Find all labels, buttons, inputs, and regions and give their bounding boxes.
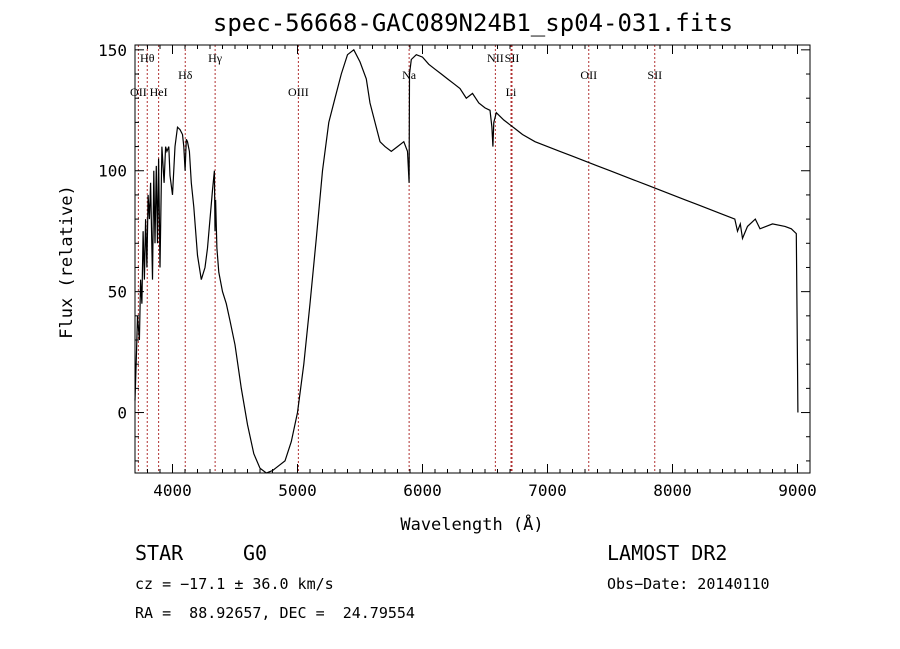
spectral-class: G0 <box>243 541 268 565</box>
redshift-readout: cz = −17.1 ± 36.0 km/s <box>135 575 334 593</box>
chart-title: spec-56668-GAC089N24B1_sp04-031.fits <box>213 9 733 37</box>
x-axis: 4000 5000 6000 7000 8000 9000 <box>147 45 817 500</box>
spectral-line-label: SII <box>505 51 520 65</box>
y-axis: 0 50 100 150 <box>98 41 810 462</box>
x-tick-label: 6000 <box>403 481 442 500</box>
spectral-line-label: OIII <box>288 85 309 99</box>
spectral-line-markers <box>137 45 656 473</box>
coordinates-readout: RA = 88.92657, DEC = 24.79554 <box>135 604 415 622</box>
spectral-line-label: NII <box>487 51 504 65</box>
spectral-line-label: Li <box>506 85 517 99</box>
x-tick-label: 7000 <box>528 481 567 500</box>
survey-name: LAMOST DR2 <box>607 541 728 565</box>
spectrum-line <box>134 48 799 474</box>
x-tick-label: 9000 <box>778 481 817 500</box>
y-axis-label: Flux (relative) <box>57 185 77 339</box>
observation-date: Obs−Date: 20140110 <box>607 575 770 593</box>
x-axis-label: Wavelength (Å) <box>400 513 543 535</box>
spectral-line-label: SII <box>647 68 662 82</box>
y-tick-label: 0 <box>117 404 127 423</box>
x-tick-label: 5000 <box>278 481 317 500</box>
y-tick-label: 50 <box>108 283 127 302</box>
x-tick-label: 4000 <box>153 481 192 500</box>
spectral-line-label: OII <box>130 85 147 99</box>
spectral-line-label: Hδ <box>178 68 193 82</box>
spectral-line-label: Hγ <box>208 51 223 65</box>
object-type: STAR <box>135 541 184 565</box>
x-tick-label: 8000 <box>653 481 692 500</box>
spectral-line-label: Hθ <box>140 51 155 65</box>
spectral-line-label: OII <box>580 68 597 82</box>
y-tick-label: 100 <box>98 162 127 181</box>
y-tick-label: 150 <box>98 41 127 60</box>
plot-frame <box>134 44 811 474</box>
spectral-line-label: HeI <box>150 85 168 99</box>
